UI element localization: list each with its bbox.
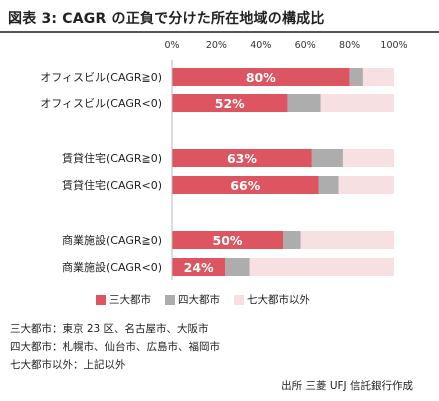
x-tick-label: 40% bbox=[250, 40, 271, 51]
bar-segment bbox=[172, 231, 283, 249]
note-three-cities: 三大都市：東京 23 区、名古屋市、大阪市 bbox=[10, 323, 209, 335]
legend-swatch bbox=[165, 294, 175, 305]
bar-segment bbox=[300, 231, 394, 249]
legend-label: 七大都市以外 bbox=[247, 294, 310, 306]
data-label: 50% bbox=[213, 233, 243, 248]
bar-segment bbox=[172, 68, 350, 86]
bar-segment bbox=[362, 68, 394, 86]
bar-segment bbox=[172, 149, 312, 167]
note-other-cities: 七大都市以外：上記以外 bbox=[10, 359, 126, 371]
category-label: オフィスビル(CAGR<0) bbox=[40, 97, 162, 110]
legend-item: 七大都市以外 bbox=[234, 292, 310, 307]
category-label: 商業施設(CAGR<0) bbox=[62, 260, 162, 274]
legend-swatch bbox=[234, 294, 244, 305]
bar-segment bbox=[349, 68, 363, 86]
data-label: 63% bbox=[227, 151, 257, 166]
legend-swatch bbox=[96, 294, 106, 305]
data-label: 52% bbox=[215, 96, 245, 111]
bar-segment bbox=[225, 258, 250, 276]
x-tick-label: 20% bbox=[206, 40, 227, 51]
note-four-cities: 四大都市：札幌市、仙台市、広島市、福岡市 bbox=[10, 341, 220, 353]
category-label: 賃貸住宅(CAGR<0) bbox=[62, 178, 162, 192]
title-divider bbox=[0, 31, 439, 33]
legend-item: 三大都市 bbox=[96, 292, 151, 307]
legend-item: 四大都市 bbox=[165, 292, 220, 307]
category-label: 賃貸住宅(CAGR≧0) bbox=[62, 151, 162, 165]
legend-label: 四大都市 bbox=[178, 294, 220, 306]
legend-label: 三大都市 bbox=[109, 294, 151, 306]
x-tick-label: 60% bbox=[295, 40, 316, 51]
bar-segment bbox=[287, 94, 321, 112]
chart-title: 図表 3: CAGR の正負で分けた所在地域の構成比 bbox=[8, 11, 325, 27]
x-tick-label: 0% bbox=[164, 40, 179, 51]
data-label: 24% bbox=[184, 260, 214, 275]
bar-segment bbox=[338, 176, 394, 194]
bar-segment bbox=[172, 258, 226, 276]
chart-legend: 三大都市 四大都市 七大都市以外 bbox=[96, 292, 324, 307]
category-label: オフィスビル(CAGR≧0) bbox=[40, 71, 162, 84]
x-tick-label: 80% bbox=[339, 40, 360, 51]
notes: 三大都市：東京 23 区、名古屋市、大阪市 四大都市：札幌市、仙台市、広島市、福… bbox=[10, 320, 220, 374]
source-credit: 出所 三菱 UFJ 信託銀行作成 bbox=[281, 380, 413, 392]
bar-segment bbox=[172, 176, 319, 194]
x-tick-label: 100% bbox=[380, 40, 407, 51]
data-label: 80% bbox=[246, 70, 276, 85]
bar-segment bbox=[342, 149, 394, 167]
bar-segment bbox=[311, 149, 343, 167]
bar-segment bbox=[249, 258, 394, 276]
bar-segment bbox=[320, 94, 394, 112]
data-label: 66% bbox=[230, 178, 260, 193]
bar-segment bbox=[318, 176, 339, 194]
bar-segment bbox=[172, 94, 288, 112]
stacked-bar-chart: 0% 20% 40% 60% 80% 100% オフィスビル(CAGR≧0) 80% オフィスビ… bbox=[40, 40, 408, 280]
bar-segment bbox=[283, 231, 301, 249]
category-label: 商業施設(CAGR≧0) bbox=[62, 233, 162, 247]
